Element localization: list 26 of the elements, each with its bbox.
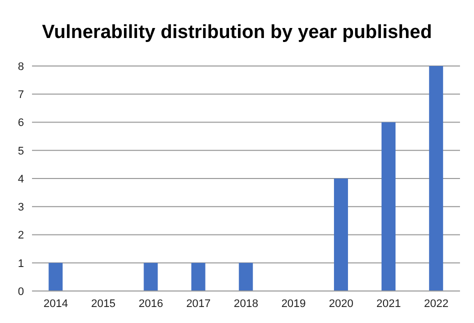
bar — [238, 262, 253, 291]
x-tick-label: 2016 — [138, 298, 164, 310]
x-tick-label: 2017 — [186, 298, 211, 310]
y-tick-label: 4 — [18, 173, 24, 186]
x-tick-label: 2019 — [281, 298, 306, 310]
bar — [334, 178, 348, 291]
x-tick-label: 2014 — [44, 298, 68, 310]
y-tick-label: 3 — [18, 202, 24, 214]
y-tick-label: 0 — [18, 286, 24, 298]
y-tick-label: 6 — [18, 117, 24, 130]
y-tick-label: 1 — [18, 258, 24, 270]
x-tick-label: 2020 — [328, 298, 354, 310]
y-tick-label: 8 — [18, 60, 24, 73]
x-tick-label: 2015 — [91, 298, 116, 310]
y-tick-label: 2 — [18, 230, 24, 242]
chart-title: Vulnerability distribution by year published — [41, 21, 433, 45]
y-tick-label: 7 — [18, 89, 24, 102]
y-tick-label: 5 — [18, 145, 24, 158]
x-tick-label: 2022 — [424, 298, 448, 310]
bar — [429, 66, 444, 291]
x-tick-label: 2021 — [376, 298, 401, 310]
x-tick-label: 2018 — [234, 298, 258, 310]
bar — [191, 262, 206, 291]
bar — [382, 122, 396, 291]
bar — [48, 262, 63, 291]
bar — [144, 262, 158, 291]
